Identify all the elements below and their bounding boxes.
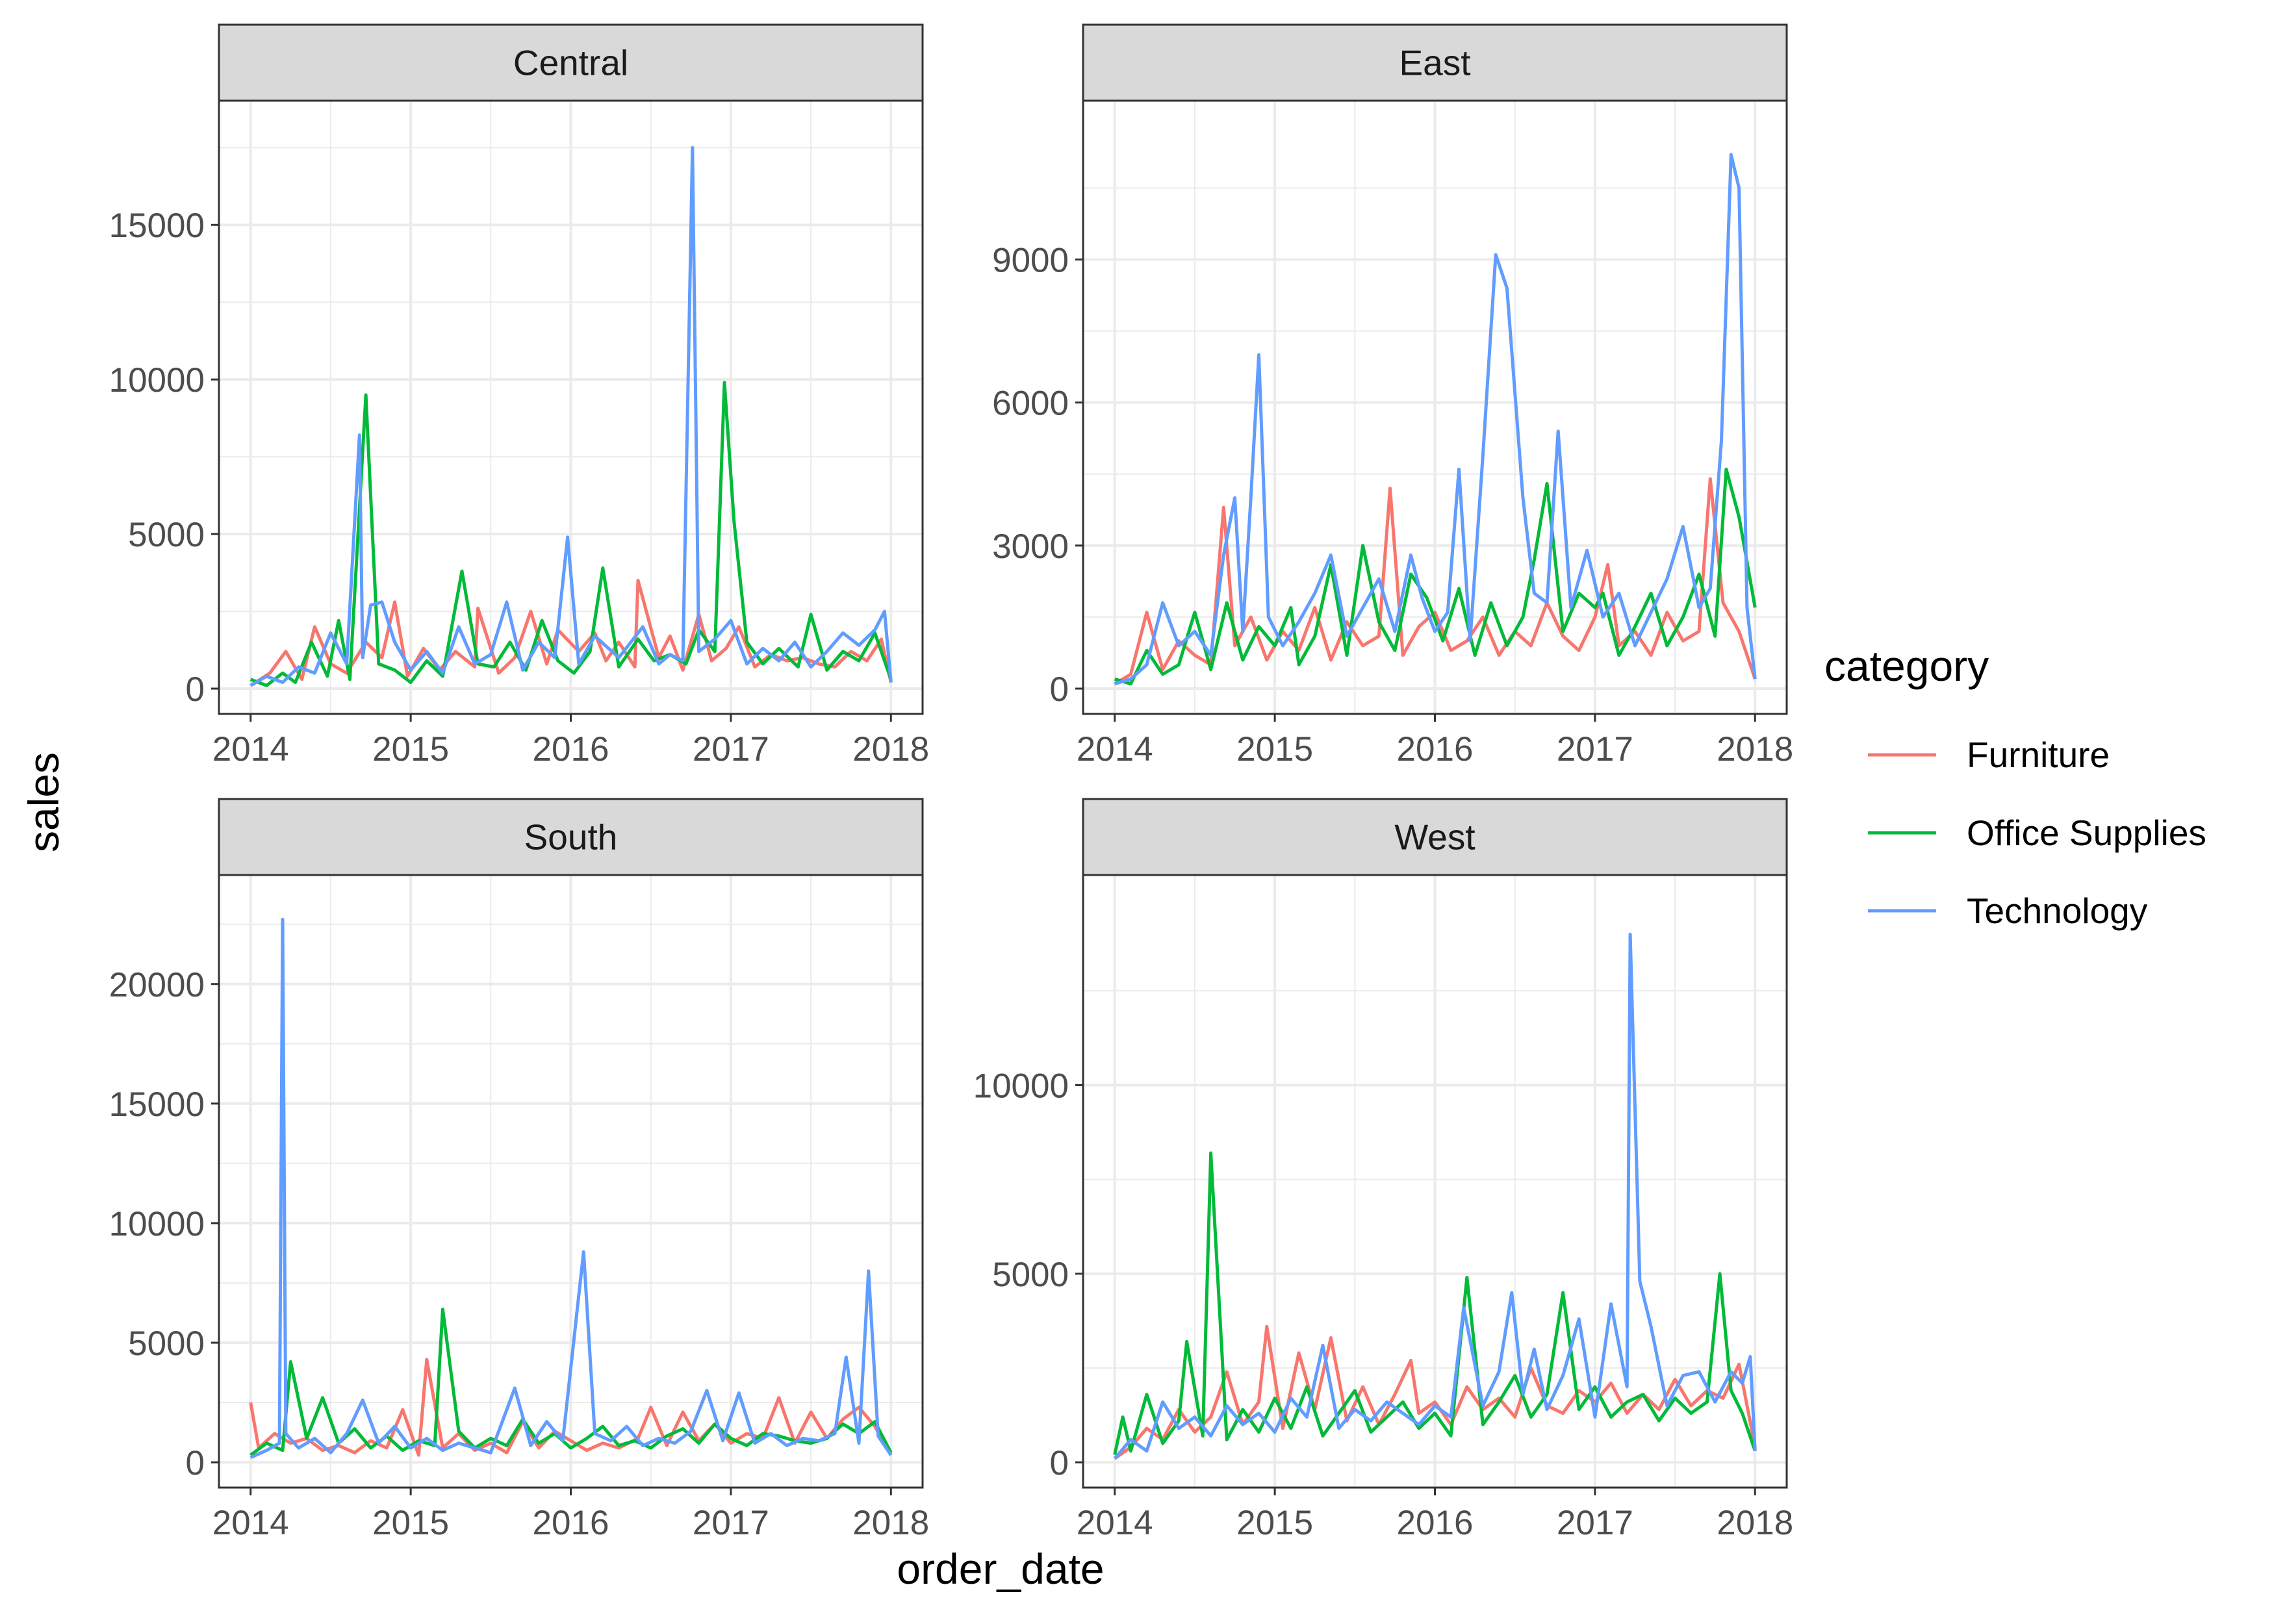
x-tick-label: 2014 bbox=[212, 1504, 289, 1542]
panel-west: West 0 5000 10000 2014 2015 2016 2017 2018 bbox=[973, 798, 1793, 1542]
x-tick-label: 2016 bbox=[533, 730, 609, 768]
x-tick-label: 2014 bbox=[212, 730, 289, 768]
series-line-technology bbox=[1113, 932, 1757, 1460]
legend-label: Furniture bbox=[1967, 735, 2110, 775]
series-line-furniture bbox=[1114, 477, 1757, 685]
x-tick-label: 2017 bbox=[1557, 1504, 1633, 1542]
x-tick-label: 2014 bbox=[1077, 730, 1153, 768]
x-tick-label: 2018 bbox=[1717, 1504, 1793, 1542]
x-tick-label: 2015 bbox=[372, 1504, 449, 1542]
y-tick-label: 15000 bbox=[109, 1085, 205, 1124]
x-tick-label: 2017 bbox=[693, 1504, 769, 1542]
x-tick-label: 2016 bbox=[533, 1504, 609, 1542]
series-line-technology bbox=[1114, 153, 1757, 686]
y-tick-label: 20000 bbox=[109, 966, 205, 1004]
series-line-technology bbox=[249, 146, 893, 687]
facet-strip-label: East bbox=[1399, 43, 1470, 83]
facet-strip bbox=[218, 798, 924, 876]
facet-strip bbox=[1082, 23, 1788, 102]
y-tick-label: 10000 bbox=[973, 1067, 1069, 1105]
y-tick-label: 0 bbox=[186, 670, 205, 709]
facet-strip bbox=[1082, 798, 1788, 876]
facet-strip-label: Central bbox=[513, 43, 628, 83]
facet-strip bbox=[218, 23, 924, 102]
y-tick-label: 5000 bbox=[128, 1325, 205, 1363]
facet-panels: Central 0 5000 10000 15000 2014 2015 2016 2017 20… bbox=[109, 23, 1793, 1542]
x-tick-label: 2018 bbox=[852, 730, 929, 768]
series-line-technology bbox=[249, 917, 893, 1459]
legend-label: Technology bbox=[1967, 891, 2148, 931]
legend: category Furniture Office Supplies Technol… bbox=[1824, 642, 2206, 931]
series-line-office-supplies bbox=[1114, 467, 1757, 686]
x-tick-label: 2015 bbox=[1236, 1504, 1313, 1542]
x-tick-label: 2018 bbox=[852, 1504, 929, 1542]
legend-title: category bbox=[1824, 642, 1989, 690]
y-tick-label: 10000 bbox=[109, 1205, 205, 1243]
x-axis-title: order_date bbox=[897, 1545, 1104, 1593]
y-tick-label: 0 bbox=[186, 1444, 205, 1482]
panel-central: Central 0 5000 10000 15000 2014 2015 2016 2017 20… bbox=[109, 23, 929, 768]
x-tick-label: 2017 bbox=[1557, 730, 1633, 768]
series-line-furniture bbox=[249, 579, 893, 687]
y-tick-label: 15000 bbox=[109, 207, 205, 245]
panel-east: East 0 3000 6000 9000 2014 2015 2016 2017 2018 bbox=[992, 23, 1793, 768]
y-tick-label: 6000 bbox=[992, 385, 1069, 423]
y-tick-label: 0 bbox=[1050, 670, 1069, 709]
series-line-office-supplies bbox=[249, 381, 893, 687]
x-tick-label: 2015 bbox=[372, 730, 449, 768]
x-tick-label: 2016 bbox=[1397, 730, 1474, 768]
x-tick-label: 2017 bbox=[693, 730, 769, 768]
legend-label: Office Supplies bbox=[1967, 813, 2206, 853]
x-tick-label: 2016 bbox=[1397, 1504, 1474, 1542]
facet-strip-label: South bbox=[524, 817, 618, 857]
series-line-office-supplies bbox=[1113, 1151, 1757, 1456]
y-tick-label: 9000 bbox=[992, 241, 1069, 279]
panel-south: South 0 5000 10000 15000 20000 2014 2015 2016 201… bbox=[109, 798, 929, 1542]
y-tick-label: 3000 bbox=[992, 527, 1069, 566]
y-tick-label: 0 bbox=[1050, 1444, 1069, 1482]
y-tick-label: 5000 bbox=[128, 516, 205, 554]
x-tick-label: 2018 bbox=[1717, 730, 1793, 768]
y-tick-label: 10000 bbox=[109, 361, 205, 400]
x-tick-label: 2014 bbox=[1077, 1504, 1153, 1542]
facet-strip-label: West bbox=[1394, 817, 1475, 857]
x-tick-label: 2015 bbox=[1236, 730, 1313, 768]
y-axis-title: sales bbox=[19, 752, 68, 852]
y-tick-label: 5000 bbox=[992, 1256, 1069, 1294]
